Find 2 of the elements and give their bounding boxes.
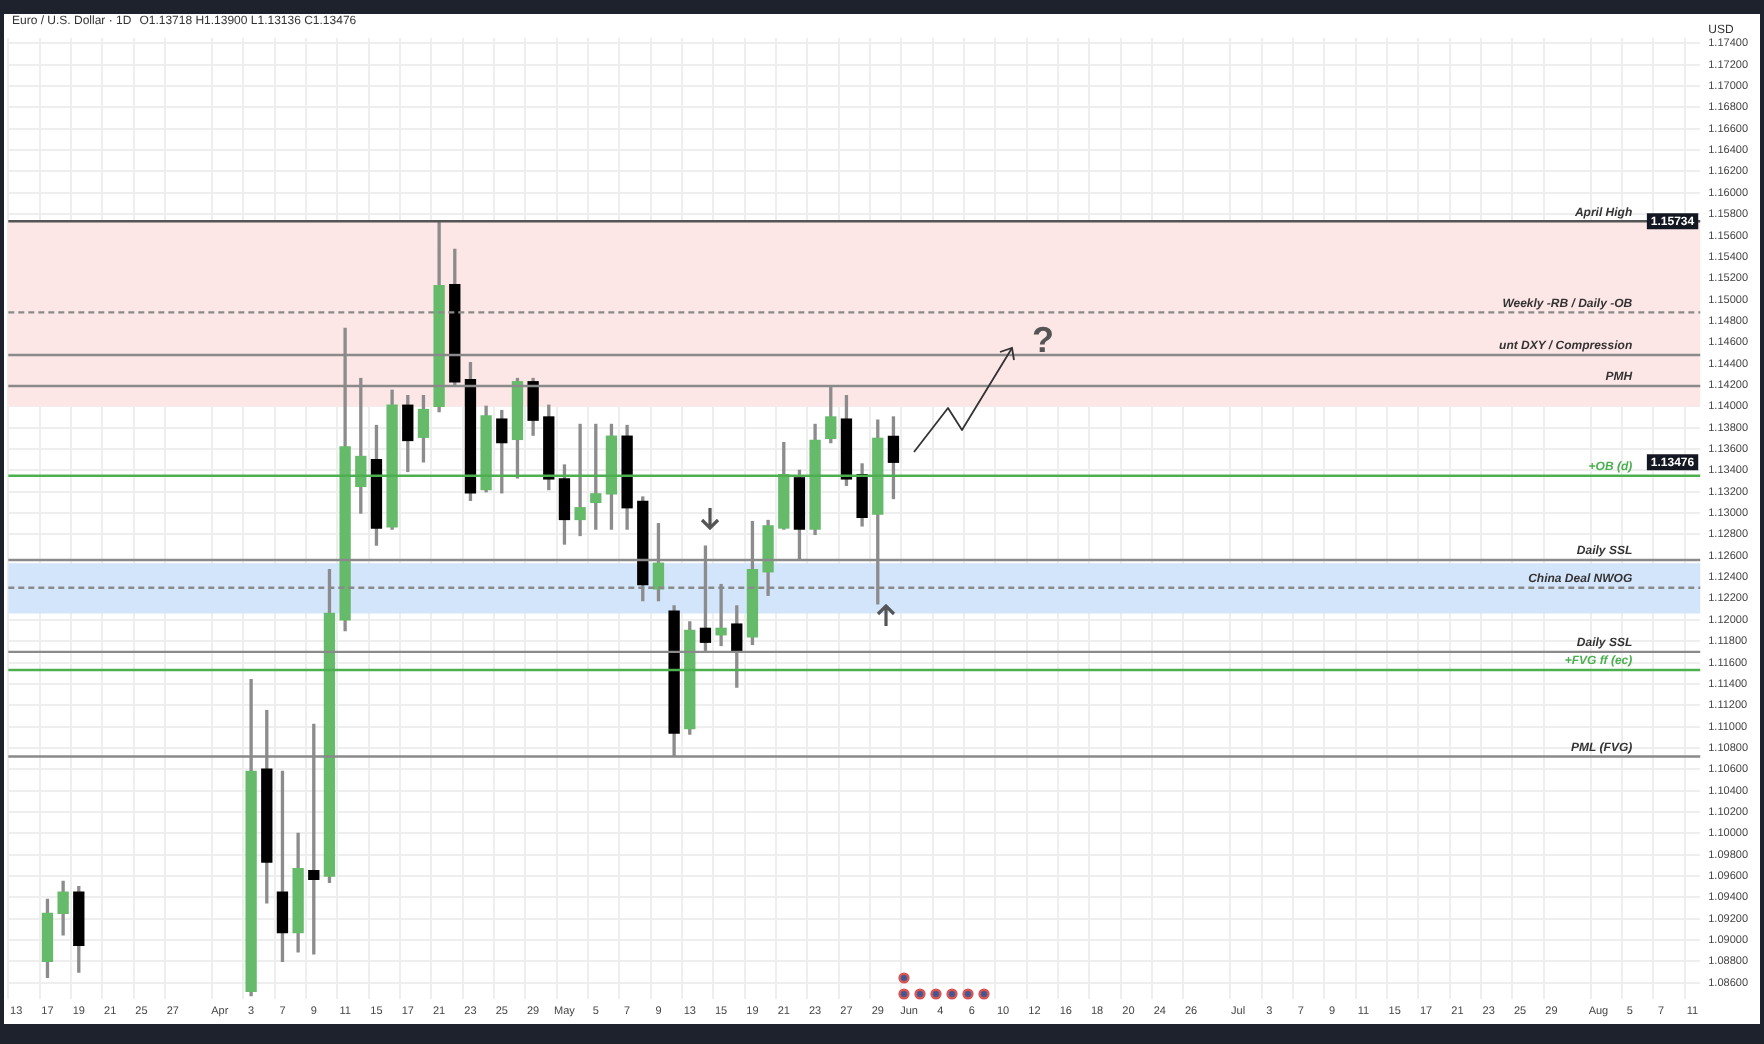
annotation: ? xyxy=(1032,320,1054,362)
candlestick xyxy=(574,423,586,537)
